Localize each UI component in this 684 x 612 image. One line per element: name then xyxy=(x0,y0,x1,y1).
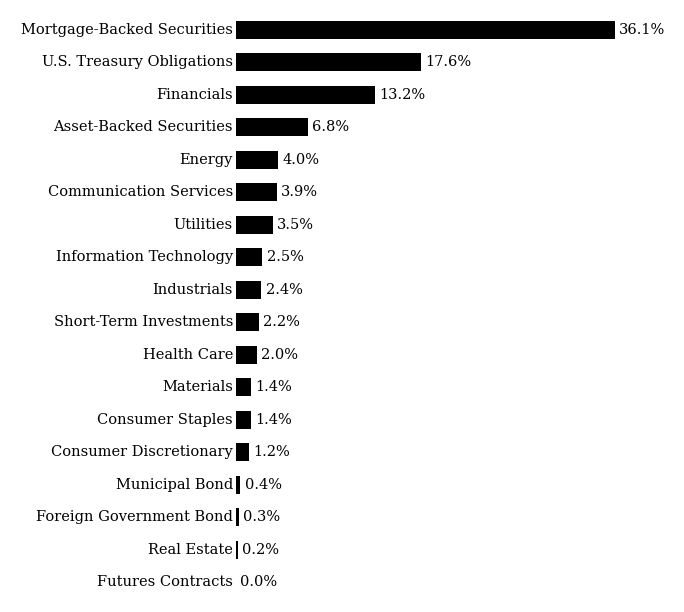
Text: Futures Contracts: Futures Contracts xyxy=(97,575,233,589)
Bar xyxy=(236,313,259,331)
Text: 17.6%: 17.6% xyxy=(425,55,471,69)
Text: Utilities: Utilities xyxy=(174,218,233,232)
Bar xyxy=(236,86,375,103)
Text: Foreign Government Bond: Foreign Government Bond xyxy=(36,510,233,524)
Bar xyxy=(236,53,421,71)
Bar xyxy=(236,378,251,396)
Text: Industrials: Industrials xyxy=(153,283,233,297)
Text: 13.2%: 13.2% xyxy=(379,88,425,102)
Text: Energy: Energy xyxy=(180,153,233,166)
Text: Financials: Financials xyxy=(157,88,233,102)
Text: 2.2%: 2.2% xyxy=(263,315,300,329)
Text: Materials: Materials xyxy=(162,380,233,394)
Text: 0.4%: 0.4% xyxy=(244,478,282,492)
Bar xyxy=(236,443,249,461)
Bar xyxy=(236,346,257,364)
Text: 1.4%: 1.4% xyxy=(255,412,292,427)
Text: 0.2%: 0.2% xyxy=(242,543,279,557)
Text: Real Estate: Real Estate xyxy=(148,543,233,557)
Bar xyxy=(236,151,278,169)
Text: Municipal Bond: Municipal Bond xyxy=(116,478,233,492)
Bar xyxy=(236,21,615,39)
Text: Consumer Discretionary: Consumer Discretionary xyxy=(51,446,233,459)
Text: 2.5%: 2.5% xyxy=(267,250,304,264)
Bar xyxy=(236,476,240,494)
Text: Short-Term Investments: Short-Term Investments xyxy=(53,315,233,329)
Text: 2.0%: 2.0% xyxy=(261,348,298,362)
Text: Communication Services: Communication Services xyxy=(48,185,233,200)
Text: 1.4%: 1.4% xyxy=(255,380,292,394)
Text: 0.3%: 0.3% xyxy=(244,510,280,524)
Text: Information Technology: Information Technology xyxy=(56,250,233,264)
Bar xyxy=(236,411,251,429)
Bar xyxy=(236,248,263,266)
Text: U.S. Treasury Obligations: U.S. Treasury Obligations xyxy=(42,55,233,69)
Text: 0.0%: 0.0% xyxy=(240,575,278,589)
Text: 36.1%: 36.1% xyxy=(619,23,666,37)
Text: 1.2%: 1.2% xyxy=(253,446,289,459)
Text: 6.8%: 6.8% xyxy=(312,120,349,134)
Bar xyxy=(236,118,308,136)
Text: Health Care: Health Care xyxy=(142,348,233,362)
Bar xyxy=(236,281,261,299)
Bar xyxy=(236,216,273,234)
Text: Mortgage-Backed Securities: Mortgage-Backed Securities xyxy=(21,23,233,37)
Bar xyxy=(236,509,239,526)
Text: Asset-Backed Securities: Asset-Backed Securities xyxy=(53,120,233,134)
Bar xyxy=(236,541,238,559)
Text: 3.5%: 3.5% xyxy=(277,218,314,232)
Text: 2.4%: 2.4% xyxy=(265,283,302,297)
Text: 4.0%: 4.0% xyxy=(282,153,319,166)
Bar xyxy=(236,183,277,201)
Text: Consumer Staples: Consumer Staples xyxy=(97,412,233,427)
Text: 3.9%: 3.9% xyxy=(281,185,318,200)
